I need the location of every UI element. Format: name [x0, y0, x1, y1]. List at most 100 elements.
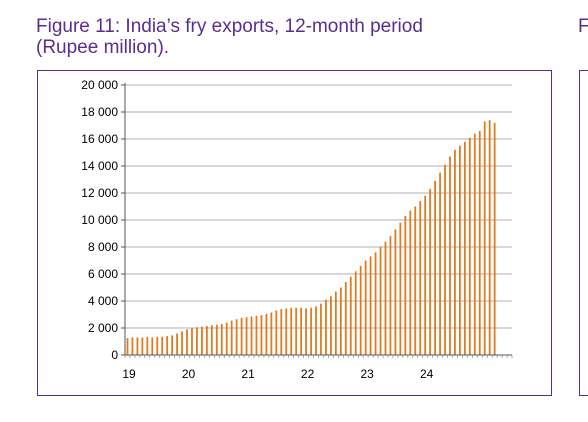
- bar: [463, 141, 466, 355]
- next-figure-title-fragment: F: [578, 16, 588, 37]
- bar: [468, 137, 471, 355]
- y-tick-label: 20 000: [81, 78, 118, 92]
- bar: [201, 326, 203, 355]
- bar: [166, 336, 169, 355]
- bar: [409, 210, 412, 355]
- bar: [449, 156, 451, 355]
- bar: [176, 333, 178, 355]
- bar: [379, 247, 382, 355]
- bar: [186, 329, 188, 355]
- bar: [215, 324, 218, 355]
- bar: [483, 121, 486, 355]
- x-tick-label: 23: [360, 367, 374, 381]
- y-tick-label: 6 000: [88, 267, 118, 281]
- bar: [300, 307, 303, 355]
- bar: [359, 265, 362, 355]
- bar: [240, 317, 243, 355]
- bar: [225, 322, 228, 355]
- chart-frame: [37, 70, 552, 396]
- figure-title-line1: Figure 11: India’s fry exports, 12-month…: [36, 16, 423, 37]
- bar: [493, 122, 496, 355]
- bar: [196, 327, 198, 355]
- y-tick-label: 2 000: [88, 321, 118, 335]
- figure-title: Figure 11: India’s fry exports, 12-month…: [36, 16, 556, 58]
- bar: [235, 319, 238, 355]
- x-tick-label: 19: [122, 367, 136, 381]
- bar: [414, 206, 417, 355]
- figure-title-line2: (Rupee million).: [36, 37, 170, 58]
- bar: [250, 316, 253, 355]
- bar: [191, 328, 193, 355]
- bar: [394, 229, 397, 355]
- bar: [310, 307, 312, 355]
- y-tick-label: 4 000: [88, 294, 118, 308]
- bar: [151, 337, 154, 355]
- bar: [339, 287, 342, 355]
- bar: [369, 256, 372, 355]
- bar: [429, 188, 432, 355]
- y-tick-label: 18 000: [81, 105, 118, 119]
- bar: [384, 241, 387, 355]
- bar: [478, 130, 481, 355]
- bar: [171, 335, 174, 355]
- bar: [404, 215, 407, 355]
- bar: [349, 276, 352, 355]
- next-chart-frame: [579, 70, 588, 396]
- bar: [270, 312, 273, 355]
- gridlines: [125, 84, 512, 329]
- bar: [136, 337, 139, 355]
- bar: [220, 323, 223, 355]
- y-tick-label: 14 000: [81, 159, 118, 173]
- bar: [141, 337, 144, 355]
- bar: [389, 236, 392, 355]
- bar: [488, 120, 491, 355]
- bar: [334, 291, 337, 355]
- y-tick-labels: 0 2 000 4 000 6 000 8 000 10 000 12 000 14 000 1…: [81, 78, 118, 362]
- x-tick-label: 21: [241, 367, 255, 381]
- x-tick-label: 22: [301, 367, 315, 381]
- axes: [121, 83, 513, 358]
- bar: [424, 195, 427, 355]
- bar: [275, 310, 278, 355]
- bar: [156, 336, 159, 355]
- bar: [459, 145, 461, 355]
- bar: [126, 338, 129, 355]
- bar: [325, 299, 327, 355]
- bar: [260, 315, 263, 355]
- bar: [320, 303, 322, 355]
- bar: [364, 260, 367, 355]
- bar: [399, 222, 402, 355]
- bar: [265, 313, 268, 355]
- bar: [285, 308, 288, 355]
- y-tick-label: 12 000: [81, 186, 118, 200]
- bar: [305, 308, 307, 355]
- y-tick-label: 16 000: [81, 132, 118, 146]
- bar: [315, 306, 317, 355]
- bar: [181, 331, 183, 355]
- bar: [330, 296, 332, 355]
- bar: [290, 307, 293, 355]
- bar: [161, 336, 164, 355]
- bar: [419, 201, 422, 355]
- bar: [146, 336, 149, 355]
- bar: [131, 337, 134, 355]
- bar: [245, 317, 248, 355]
- bar: [230, 320, 233, 355]
- bar: [454, 149, 456, 355]
- y-tick-label: 0: [111, 348, 118, 362]
- bar: [354, 271, 357, 355]
- bar: [280, 309, 283, 355]
- y-tick-label: 8 000: [88, 240, 118, 254]
- bar: [210, 325, 213, 355]
- y-tick-label: 10 000: [81, 213, 118, 227]
- bar: [439, 172, 441, 355]
- x-tick-label: 20: [182, 367, 196, 381]
- x-tick-labels: 19 20 21 22 23 24: [122, 367, 433, 381]
- bar: [255, 315, 258, 355]
- x-tick-label: 24: [420, 367, 434, 381]
- bar: [374, 252, 377, 355]
- bars: [126, 120, 496, 355]
- bar: [434, 180, 436, 355]
- bar: [295, 307, 298, 355]
